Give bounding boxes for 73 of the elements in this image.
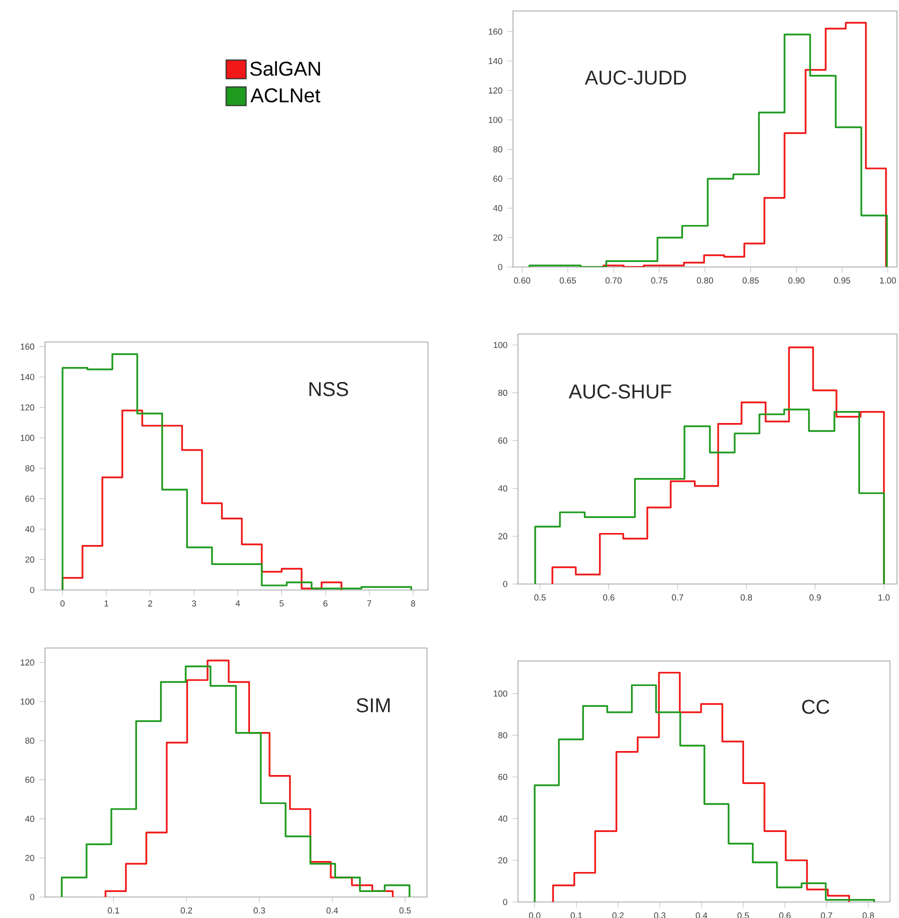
y-tick-label: 60 — [498, 774, 508, 780]
text: AUC-JUDD — [584, 70, 686, 85]
x-tick-label: 0.2 — [180, 907, 192, 914]
x-tick-label: 0.5 — [534, 594, 546, 601]
x-tick-label: 1 — [104, 600, 108, 606]
x-tick-label: 5 — [280, 600, 284, 606]
x-tick-label: 0 — [60, 600, 65, 607]
x-tick-label: 0.3 — [254, 907, 265, 914]
y-tick-label: 160 — [20, 344, 34, 350]
y-tick-label: 80 — [493, 146, 502, 152]
x-tick-label: 4 — [236, 600, 240, 606]
legend-label: ACLNet — [250, 88, 320, 102]
y-tick-label: 120 — [488, 87, 502, 94]
y-tick-label: 160 — [488, 28, 502, 35]
text: AUC-SHUF — [568, 384, 672, 399]
y-tick-label: 0 — [30, 894, 34, 900]
x-tick-label: 7 — [367, 600, 372, 606]
text: CC — [802, 700, 830, 714]
x-tick-label: 0.70 — [605, 277, 622, 284]
y-tick-label: 40 — [498, 816, 508, 822]
y-tick-label: 100 — [494, 342, 508, 348]
y-tick-label: 140 — [488, 58, 502, 64]
y-tick-label: 60 — [498, 438, 508, 444]
text: NSS — [309, 382, 348, 396]
y-tick-label: 60 — [25, 776, 34, 783]
x-tick-label: 0.60 — [514, 277, 530, 284]
text: SIM — [356, 698, 390, 712]
y-tick-label: 80 — [25, 465, 34, 472]
x-tick-label: 3 — [192, 600, 196, 607]
y-tick-label: 100 — [488, 116, 502, 123]
y-tick-label: 0 — [30, 586, 34, 594]
x-tick-label: 6 — [323, 600, 328, 607]
x-tick-label: 1.0 — [878, 594, 890, 601]
x-tick-label: 0.7 — [672, 594, 684, 601]
y-tick-label: 40 — [25, 526, 34, 532]
y-tick-label: 0 — [503, 898, 508, 906]
y-tick-label: 20 — [498, 533, 508, 540]
x-tick-label: 8 — [411, 600, 416, 607]
x-tick-label: 0.90 — [788, 277, 805, 284]
y-tick-label: 100 — [20, 434, 34, 441]
y-tick-label: 0 — [503, 580, 508, 588]
x-tick-label: 0.1 — [108, 907, 120, 914]
x-tick-label: 0.4 — [326, 907, 338, 914]
y-tick-label: 20 — [25, 556, 34, 563]
x-tick-label: 0.80 — [696, 277, 714, 284]
x-tick-label: 0.75 — [651, 277, 668, 284]
y-tick-label: 100 — [20, 698, 34, 705]
y-tick-label: 20 — [493, 234, 502, 241]
y-tick-label: 80 — [498, 390, 508, 396]
x-tick-label: 0.6 — [603, 594, 614, 601]
y-tick-label: 120 — [20, 659, 34, 666]
x-tick-label: 0.95 — [834, 277, 850, 284]
y-tick-label: 0 — [498, 264, 502, 270]
x-tick-label: 0.65 — [560, 277, 576, 284]
y-tick-label: 80 — [498, 732, 508, 738]
y-tick-label: 20 — [25, 854, 34, 861]
y-tick-label: 40 — [493, 205, 502, 212]
x-tick-label: 0.9 — [809, 594, 821, 601]
y-tick-label: 80 — [25, 738, 34, 744]
y-tick-label: 60 — [25, 496, 34, 502]
y-tick-label: 40 — [498, 485, 508, 492]
x-tick-label: 1.00 — [880, 277, 896, 284]
x-tick-label: 0.8 — [740, 594, 752, 601]
y-tick-label: 140 — [20, 374, 34, 380]
x-tick-label: 2 — [148, 600, 152, 606]
y-tick-label: 120 — [20, 404, 34, 410]
x-tick-label: 0.85 — [742, 277, 759, 284]
legend-label: SalGAN — [250, 61, 320, 76]
y-tick-label: 60 — [493, 176, 502, 182]
y-tick-label: 20 — [498, 857, 508, 864]
y-tick-label: 100 — [494, 690, 508, 697]
y-tick-label: 40 — [25, 816, 34, 822]
x-tick-label: 0.5 — [399, 907, 411, 914]
